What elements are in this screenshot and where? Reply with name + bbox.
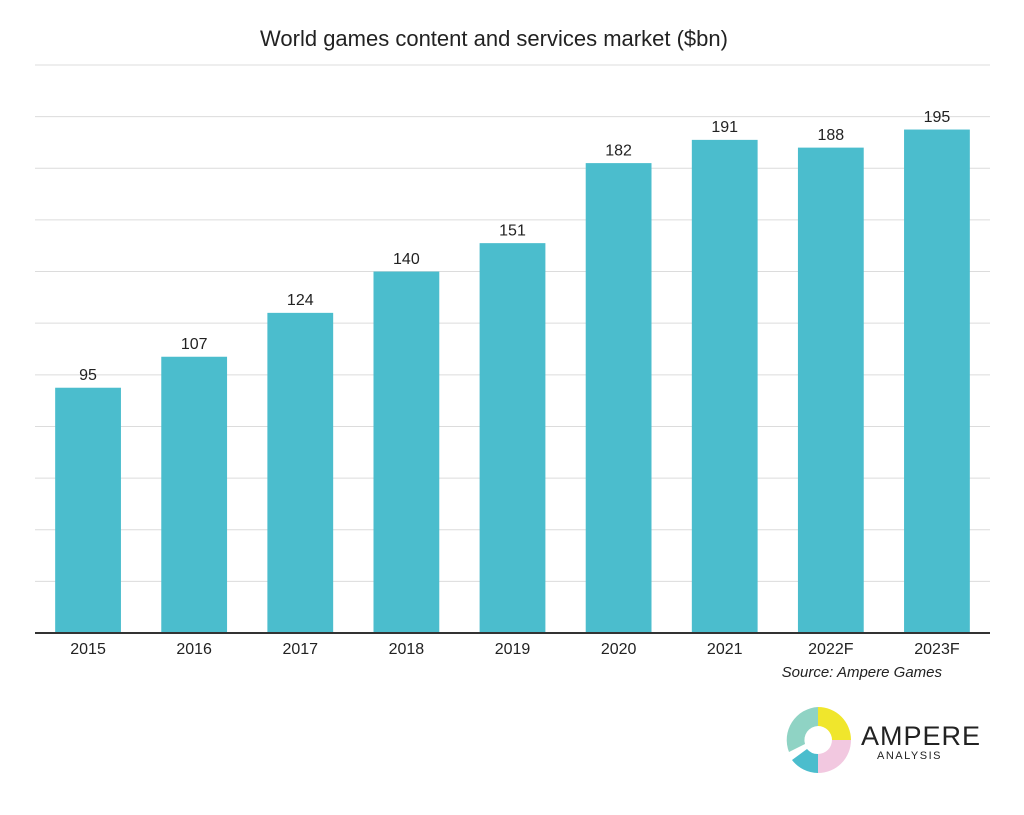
value-label: 191: [711, 119, 738, 136]
logo-subtitle: ANALYSIS: [877, 750, 942, 762]
chart-title: World games content and services market …: [260, 26, 728, 51]
logo-segment: [818, 740, 851, 773]
bar: [797, 147, 864, 634]
value-label: 188: [817, 127, 844, 144]
x-tick-label: 2017: [282, 641, 318, 658]
bar: [479, 243, 546, 634]
source-note: Source: Ampere Games: [782, 664, 943, 681]
logo-name: AMPERE: [861, 721, 981, 751]
value-label: 195: [924, 109, 951, 126]
bar: [161, 356, 228, 633]
x-tick-label: 2022F: [808, 641, 854, 658]
value-label: 182: [605, 142, 632, 159]
x-tick-label: 2023F: [914, 641, 960, 658]
bar: [373, 271, 440, 633]
logo: AMPERE ANALYSIS: [786, 707, 981, 773]
value-label: 95: [79, 367, 97, 384]
x-tick-label: 2020: [601, 641, 637, 658]
x-tick-label: 2021: [707, 641, 743, 658]
bar: [267, 312, 334, 633]
logo-segment: [786, 707, 818, 752]
logo-segment: [792, 749, 818, 773]
value-label: 140: [393, 251, 420, 268]
bar: [904, 129, 970, 633]
value-label: 151: [499, 222, 526, 239]
value-label: 124: [287, 292, 314, 309]
logo-segment: [818, 707, 851, 740]
x-tick-label: 2019: [495, 641, 531, 658]
value-label: 107: [181, 336, 208, 353]
x-tick-label: 2016: [176, 641, 212, 658]
bar: [691, 139, 758, 633]
x-tick-label: 2015: [70, 641, 106, 658]
x-tick-label: 2018: [389, 641, 425, 658]
bar: [55, 387, 121, 633]
bar: [585, 163, 652, 634]
